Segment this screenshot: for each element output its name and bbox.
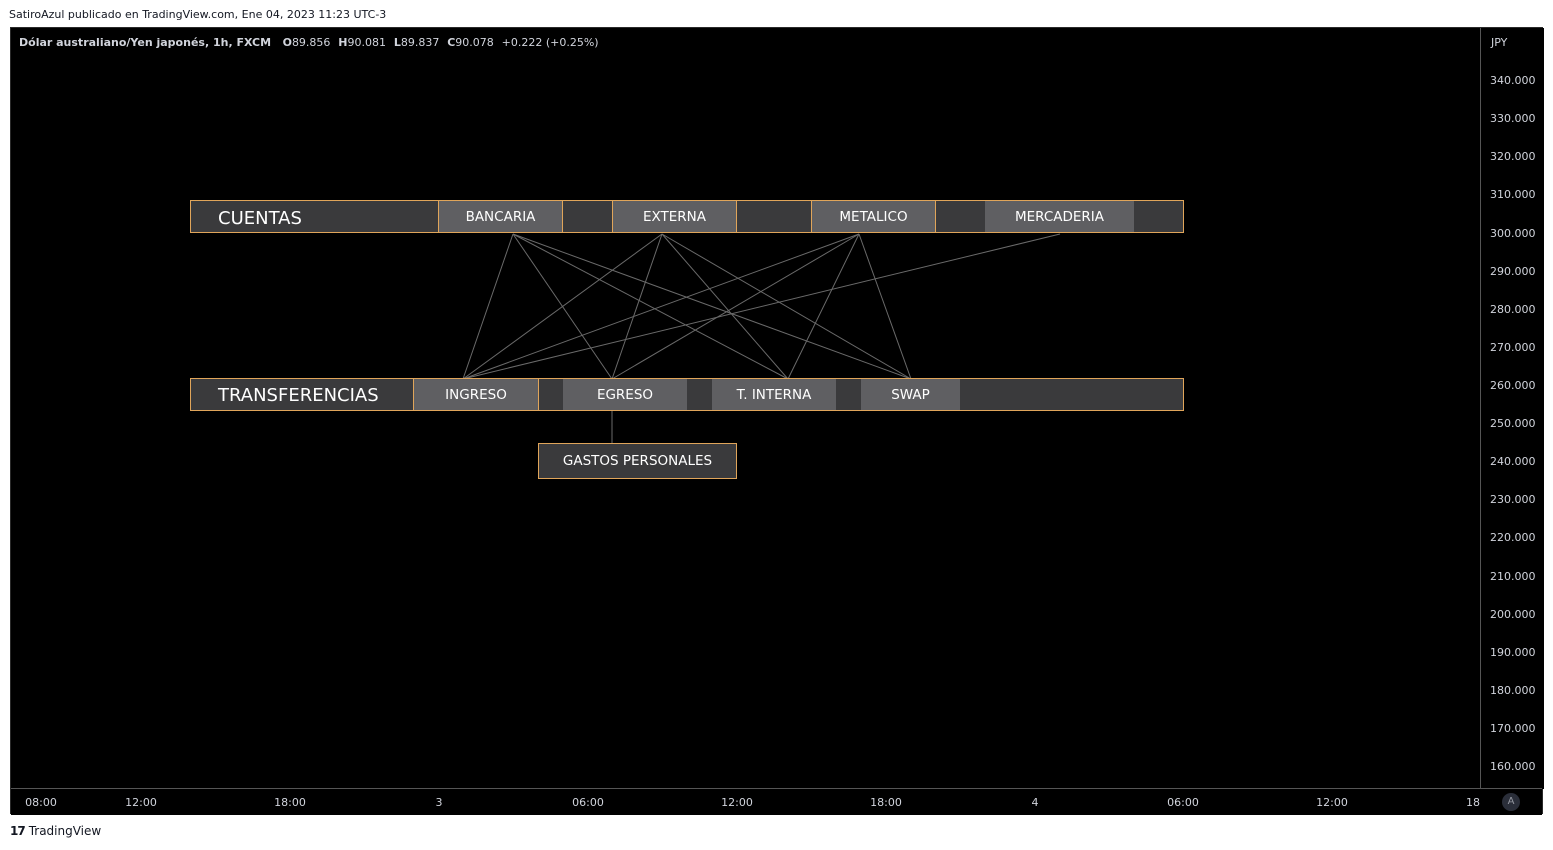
price-label: 280.000 — [1490, 303, 1536, 316]
chart-plot-area[interactable]: Dólar australiano/Yen japonés, 1h, FXCM … — [11, 28, 1480, 789]
currency-label: JPY — [1491, 36, 1508, 49]
price-label: 210.000 — [1490, 570, 1536, 583]
symbol-legend[interactable]: Dólar australiano/Yen japonés, 1h, FXCM … — [19, 36, 599, 49]
time-label: 18:00 — [870, 796, 902, 809]
price-label: 330.000 — [1490, 112, 1536, 125]
time-label: 06:00 — [1167, 796, 1199, 809]
price-label: 220.000 — [1490, 531, 1536, 544]
connector-line — [462, 233, 1061, 380]
price-axis[interactable]: JPY 340.000 330.000 320.000 310.000 300.… — [1480, 28, 1544, 789]
close-value: 90.078 — [455, 36, 494, 49]
high-label: H — [338, 36, 348, 49]
time-label: 3 — [435, 796, 443, 809]
time-label: 12:00 — [1316, 796, 1348, 809]
open-label: O — [282, 36, 292, 49]
connector-line — [661, 233, 912, 380]
price-label: 250.000 — [1490, 417, 1536, 430]
chart-frame[interactable]: Dólar australiano/Yen japonés, 1h, FXCM … — [10, 27, 1544, 815]
time-label: 08:00 — [25, 796, 57, 809]
price-label: 190.000 — [1490, 646, 1536, 659]
price-label: 170.000 — [1490, 722, 1536, 735]
price-label: 160.000 — [1490, 760, 1536, 773]
connector-line — [787, 233, 860, 380]
low-label: L — [393, 36, 401, 49]
cuenta-mercaderia[interactable]: MERCADERIA — [985, 201, 1134, 232]
connector-line — [661, 233, 789, 380]
connector-line — [858, 233, 912, 380]
open-value: 89.856 — [291, 36, 331, 49]
time-label: 06:00 — [572, 796, 604, 809]
tradingview-logo[interactable]: 17 TradingView — [10, 824, 101, 838]
transferencias-title: TRANSFERENCIAS — [218, 385, 379, 406]
tradingview-logo-icon: 17 — [10, 824, 26, 838]
price-label: 310.000 — [1490, 188, 1536, 201]
price-label: 260.000 — [1490, 379, 1536, 392]
connector-line — [462, 233, 514, 380]
connector-line — [611, 233, 860, 380]
connector-line — [611, 233, 663, 380]
connector-line — [512, 233, 789, 380]
price-label: 230.000 — [1490, 493, 1536, 506]
price-label: 270.000 — [1490, 341, 1536, 354]
time-label: 18:00 — [274, 796, 306, 809]
price-label: 240.000 — [1490, 455, 1536, 468]
price-label: 320.000 — [1490, 150, 1536, 163]
close-label: C — [447, 36, 456, 49]
auto-scale-button[interactable]: A — [1502, 793, 1520, 811]
cuenta-externa[interactable]: EXTERNA — [612, 200, 737, 233]
price-label: 200.000 — [1490, 608, 1536, 621]
time-label: 12:00 — [721, 796, 753, 809]
price-label: 300.000 — [1490, 227, 1536, 240]
transfer-swap[interactable]: SWAP — [861, 379, 960, 410]
change-value: +0.222 (+0.25%) — [501, 36, 599, 49]
price-label: 180.000 — [1490, 684, 1536, 697]
cuentas-title: CUENTAS — [218, 208, 302, 229]
time-axis[interactable]: 08:00 12:00 18:00 3 06:00 12:00 18:00 4 … — [11, 788, 1542, 815]
high-value: 90.081 — [347, 36, 387, 49]
connector-line — [512, 233, 912, 380]
connector-line — [462, 233, 663, 380]
gastos-personales-box[interactable]: GASTOS PERSONALES — [538, 443, 737, 479]
transferencias-row[interactable] — [190, 378, 1184, 411]
transfer-ingreso[interactable]: INGRESO — [413, 378, 539, 411]
connector-lines — [462, 233, 1061, 444]
low-value: 89.837 — [400, 36, 440, 49]
time-label: 18 — [1466, 796, 1480, 809]
tradingview-brand: TradingView — [28, 824, 102, 838]
transfer-t-interna[interactable]: T. INTERNA — [712, 379, 836, 410]
price-label: 340.000 — [1490, 74, 1536, 87]
publication-info: SatiroAzul publicado en TradingView.com,… — [9, 8, 387, 21]
cuenta-metalico[interactable]: METALICO — [811, 200, 936, 233]
symbol-name: Dólar australiano/Yen japonés, 1h, FXCM — [19, 36, 272, 49]
time-label: 12:00 — [125, 796, 157, 809]
connector-line — [462, 233, 860, 380]
cuenta-bancaria[interactable]: BANCARIA — [438, 200, 563, 233]
price-label: 290.000 — [1490, 265, 1536, 278]
transfer-egreso[interactable]: EGRESO — [563, 379, 687, 410]
time-label: 4 — [1031, 796, 1039, 809]
